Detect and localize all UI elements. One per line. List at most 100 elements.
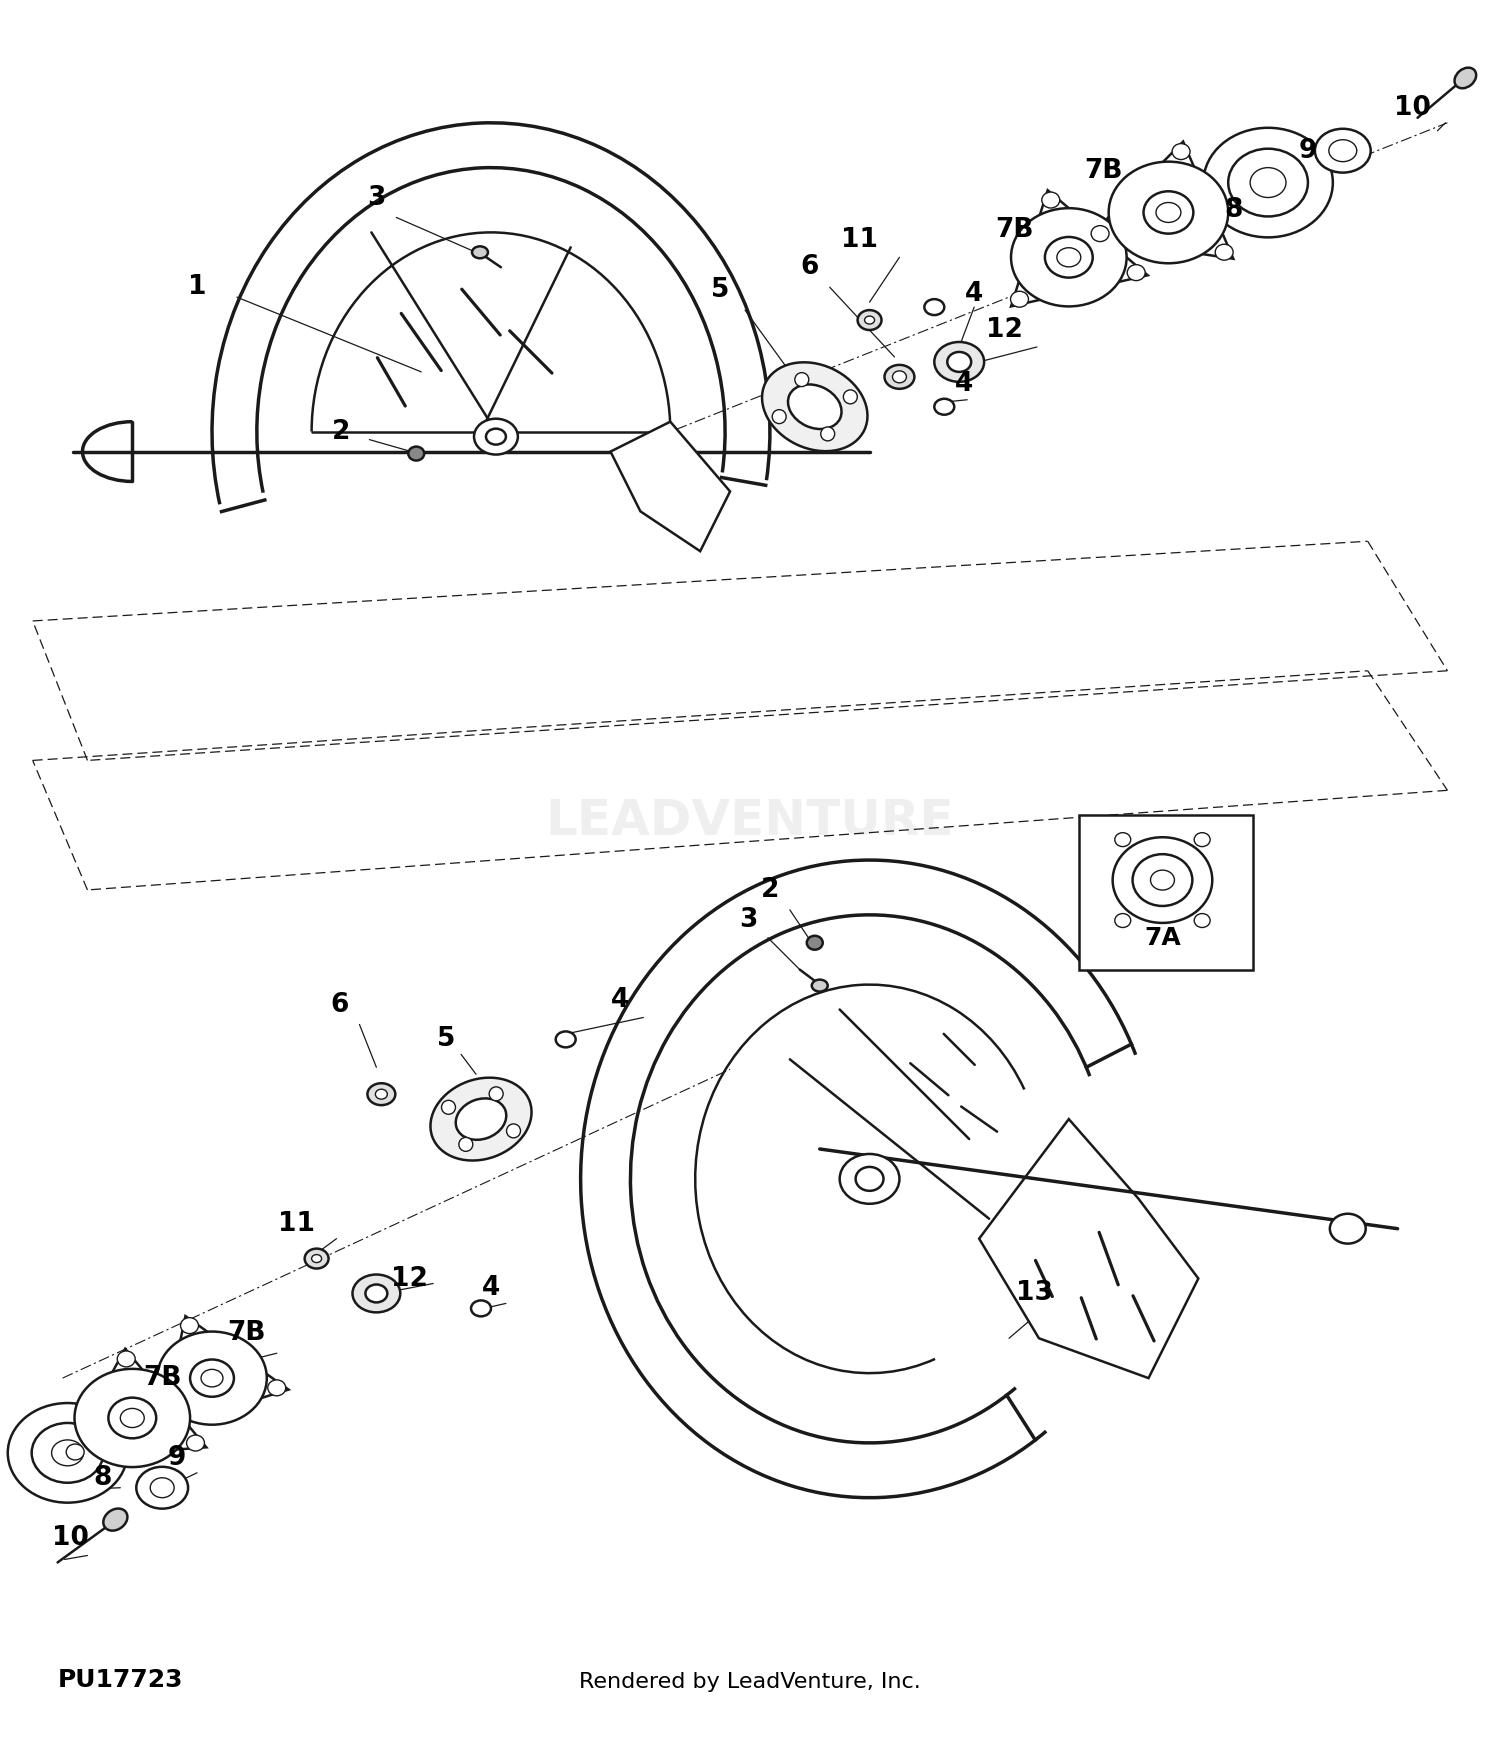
Bar bbox=[1078, 816, 1252, 970]
Ellipse shape bbox=[1114, 833, 1131, 847]
Ellipse shape bbox=[934, 341, 984, 382]
Ellipse shape bbox=[472, 247, 488, 259]
Ellipse shape bbox=[104, 1508, 128, 1531]
Polygon shape bbox=[1089, 142, 1233, 259]
Text: 8: 8 bbox=[1224, 198, 1242, 224]
Ellipse shape bbox=[8, 1404, 128, 1503]
Polygon shape bbox=[1011, 191, 1148, 306]
Ellipse shape bbox=[120, 1409, 144, 1428]
Ellipse shape bbox=[795, 373, 808, 387]
Ellipse shape bbox=[186, 1435, 204, 1451]
Polygon shape bbox=[610, 422, 730, 551]
Ellipse shape bbox=[1108, 161, 1228, 262]
Text: 3: 3 bbox=[740, 906, 758, 933]
Ellipse shape bbox=[788, 385, 842, 429]
Ellipse shape bbox=[375, 1088, 387, 1099]
Ellipse shape bbox=[108, 1398, 156, 1438]
Ellipse shape bbox=[864, 317, 874, 324]
Text: 7A: 7A bbox=[1144, 926, 1180, 950]
Text: 6: 6 bbox=[330, 992, 348, 1017]
Ellipse shape bbox=[507, 1124, 520, 1138]
Ellipse shape bbox=[1194, 833, 1210, 847]
Ellipse shape bbox=[489, 1087, 502, 1101]
Ellipse shape bbox=[1150, 870, 1174, 891]
Text: 2: 2 bbox=[760, 877, 778, 903]
Ellipse shape bbox=[66, 1444, 84, 1460]
Ellipse shape bbox=[32, 1423, 104, 1482]
Ellipse shape bbox=[1194, 914, 1210, 928]
Text: 7B: 7B bbox=[994, 217, 1033, 243]
Text: 4: 4 bbox=[482, 1276, 500, 1302]
Text: 4: 4 bbox=[964, 282, 984, 308]
Ellipse shape bbox=[1455, 68, 1476, 88]
Ellipse shape bbox=[1113, 836, 1212, 922]
Text: 4: 4 bbox=[956, 371, 974, 397]
Ellipse shape bbox=[1011, 290, 1029, 308]
Ellipse shape bbox=[75, 1368, 190, 1466]
Polygon shape bbox=[162, 1316, 288, 1428]
Ellipse shape bbox=[858, 310, 882, 331]
Ellipse shape bbox=[807, 936, 822, 950]
Text: 9: 9 bbox=[1299, 138, 1317, 164]
Ellipse shape bbox=[1132, 854, 1192, 906]
Ellipse shape bbox=[474, 418, 518, 455]
Text: 5: 5 bbox=[711, 276, 729, 303]
Ellipse shape bbox=[471, 1300, 490, 1316]
Ellipse shape bbox=[762, 362, 867, 452]
Ellipse shape bbox=[304, 1248, 328, 1269]
Ellipse shape bbox=[1215, 245, 1233, 261]
Ellipse shape bbox=[924, 299, 945, 315]
Text: 10: 10 bbox=[53, 1524, 88, 1550]
Ellipse shape bbox=[366, 1284, 387, 1302]
Text: 13: 13 bbox=[1016, 1281, 1053, 1307]
Ellipse shape bbox=[1114, 914, 1131, 928]
Text: LEADVENTURE: LEADVENTURE bbox=[546, 796, 954, 844]
Ellipse shape bbox=[1058, 248, 1082, 266]
Text: 4: 4 bbox=[612, 987, 630, 1013]
Text: 1: 1 bbox=[188, 275, 207, 301]
Ellipse shape bbox=[1329, 140, 1356, 161]
Text: Rendered by LeadVenture, Inc.: Rendered by LeadVenture, Inc. bbox=[579, 1671, 921, 1692]
Ellipse shape bbox=[51, 1440, 84, 1466]
Ellipse shape bbox=[456, 1099, 507, 1139]
Ellipse shape bbox=[934, 399, 954, 415]
Text: 12: 12 bbox=[392, 1265, 427, 1292]
Ellipse shape bbox=[1042, 192, 1059, 208]
Ellipse shape bbox=[843, 390, 858, 404]
Ellipse shape bbox=[136, 1466, 188, 1508]
Text: 3: 3 bbox=[368, 184, 386, 210]
Ellipse shape bbox=[160, 1412, 178, 1430]
Text: 9: 9 bbox=[168, 1446, 186, 1470]
Text: 10: 10 bbox=[1394, 94, 1431, 121]
Ellipse shape bbox=[441, 1101, 456, 1115]
Ellipse shape bbox=[352, 1274, 401, 1312]
Ellipse shape bbox=[150, 1477, 174, 1498]
Ellipse shape bbox=[1172, 144, 1190, 159]
Ellipse shape bbox=[1126, 264, 1144, 280]
Ellipse shape bbox=[1250, 168, 1286, 198]
Ellipse shape bbox=[158, 1332, 267, 1424]
Ellipse shape bbox=[312, 1255, 321, 1262]
Ellipse shape bbox=[430, 1078, 531, 1160]
Ellipse shape bbox=[1156, 203, 1180, 222]
Ellipse shape bbox=[180, 1318, 198, 1334]
Ellipse shape bbox=[885, 366, 915, 388]
Ellipse shape bbox=[268, 1379, 285, 1396]
Ellipse shape bbox=[408, 446, 424, 460]
Ellipse shape bbox=[201, 1368, 223, 1388]
Ellipse shape bbox=[368, 1083, 396, 1106]
Text: 5: 5 bbox=[436, 1027, 456, 1052]
Text: PU17723: PU17723 bbox=[57, 1668, 183, 1692]
Ellipse shape bbox=[1203, 128, 1334, 238]
Text: 12: 12 bbox=[986, 317, 1023, 343]
Ellipse shape bbox=[821, 427, 834, 441]
Text: 7B: 7B bbox=[1084, 158, 1124, 184]
Text: 6: 6 bbox=[801, 254, 819, 280]
Ellipse shape bbox=[855, 1167, 883, 1190]
Ellipse shape bbox=[948, 352, 970, 371]
Text: 7B: 7B bbox=[228, 1320, 266, 1346]
Text: 2: 2 bbox=[333, 418, 351, 444]
Ellipse shape bbox=[486, 429, 506, 444]
Text: 11: 11 bbox=[842, 228, 878, 254]
Ellipse shape bbox=[772, 410, 786, 423]
